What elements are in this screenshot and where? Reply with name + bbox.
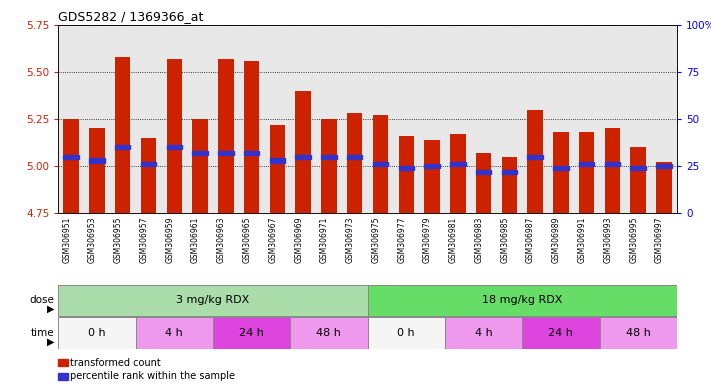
Text: GSM306951: GSM306951	[62, 217, 71, 263]
Bar	[528, 155, 542, 159]
Bar	[424, 140, 439, 213]
Text: 18 mg/kg RDX: 18 mg/kg RDX	[482, 295, 562, 306]
Bar	[90, 158, 105, 162]
Text: GSM306993: GSM306993	[604, 217, 612, 263]
Bar	[528, 110, 542, 213]
Bar	[141, 162, 156, 166]
Text: GSM306985: GSM306985	[501, 217, 509, 263]
Text: GSM306957: GSM306957	[139, 217, 149, 263]
Text: 4 h: 4 h	[475, 328, 493, 338]
Bar	[321, 155, 336, 159]
Text: transformed count: transformed count	[70, 358, 161, 367]
Bar	[501, 170, 517, 174]
Bar	[58, 285, 368, 316]
Bar	[347, 155, 363, 159]
Bar	[295, 91, 311, 213]
Bar	[63, 119, 79, 213]
Text: GSM306995: GSM306995	[629, 217, 638, 263]
Text: GSM306953: GSM306953	[88, 217, 97, 263]
Bar	[522, 318, 599, 349]
Text: dose: dose	[30, 295, 55, 306]
Bar	[656, 164, 672, 168]
Text: GSM306981: GSM306981	[449, 217, 458, 263]
Text: GSM306977: GSM306977	[397, 217, 406, 263]
Text: GSM306989: GSM306989	[552, 217, 561, 263]
Bar	[166, 145, 182, 149]
Text: 0 h: 0 h	[397, 328, 415, 338]
Bar	[218, 59, 233, 213]
Bar	[373, 115, 388, 213]
Text: GSM306997: GSM306997	[655, 217, 664, 263]
Bar	[269, 125, 285, 213]
Bar	[604, 162, 620, 166]
Text: GDS5282 / 1369366_at: GDS5282 / 1369366_at	[58, 10, 203, 23]
Bar	[192, 119, 208, 213]
Text: 3 mg/kg RDX: 3 mg/kg RDX	[176, 295, 250, 306]
Bar	[244, 61, 260, 213]
Bar	[115, 57, 130, 213]
Bar	[501, 157, 517, 213]
Text: 48 h: 48 h	[316, 328, 341, 338]
Text: GSM306963: GSM306963	[217, 217, 226, 263]
Bar	[631, 147, 646, 213]
Bar	[90, 128, 105, 213]
Bar	[368, 318, 445, 349]
Bar	[63, 155, 79, 159]
Text: GSM306983: GSM306983	[474, 217, 483, 263]
Bar	[553, 166, 569, 170]
Text: GSM306955: GSM306955	[114, 217, 123, 263]
Text: GSM306975: GSM306975	[371, 217, 380, 263]
Bar	[213, 318, 290, 349]
Bar	[290, 318, 368, 349]
Bar	[476, 170, 491, 174]
Text: time: time	[31, 328, 55, 338]
Text: ▶: ▶	[47, 304, 55, 314]
Bar	[218, 151, 233, 155]
Bar	[445, 318, 522, 349]
Text: GSM306965: GSM306965	[242, 217, 252, 263]
Bar	[347, 113, 363, 213]
Text: GSM306969: GSM306969	[294, 217, 303, 263]
Bar	[656, 162, 672, 213]
Text: GSM306979: GSM306979	[423, 217, 432, 263]
Text: GSM306971: GSM306971	[320, 217, 329, 263]
Bar	[553, 132, 569, 213]
Bar	[295, 155, 311, 159]
Text: percentile rank within the sample: percentile rank within the sample	[70, 371, 235, 381]
Text: GSM306991: GSM306991	[577, 217, 587, 263]
Bar	[136, 318, 213, 349]
Bar	[321, 119, 336, 213]
Bar	[141, 138, 156, 213]
Bar	[58, 318, 136, 349]
Bar	[604, 128, 620, 213]
Text: GSM306967: GSM306967	[268, 217, 277, 263]
Text: GSM306959: GSM306959	[165, 217, 174, 263]
Bar	[476, 153, 491, 213]
Bar	[424, 164, 439, 168]
Text: 24 h: 24 h	[548, 328, 573, 338]
Text: GSM306987: GSM306987	[526, 217, 535, 263]
Bar	[450, 162, 466, 166]
Bar	[269, 158, 285, 162]
Text: GSM306961: GSM306961	[191, 217, 200, 263]
Bar	[368, 285, 677, 316]
Bar	[166, 59, 182, 213]
Bar	[373, 162, 388, 166]
Text: GSM306973: GSM306973	[346, 217, 355, 263]
Bar	[398, 136, 414, 213]
Bar	[631, 166, 646, 170]
Text: 0 h: 0 h	[88, 328, 106, 338]
Bar	[115, 145, 130, 149]
Bar	[244, 151, 260, 155]
Text: ▶: ▶	[47, 336, 55, 347]
Bar	[398, 166, 414, 170]
Bar	[599, 318, 677, 349]
Bar	[579, 132, 594, 213]
Text: 24 h: 24 h	[239, 328, 264, 338]
Bar	[579, 162, 594, 166]
Bar	[450, 134, 466, 213]
Text: 48 h: 48 h	[626, 328, 651, 338]
Bar	[192, 151, 208, 155]
Text: 4 h: 4 h	[166, 328, 183, 338]
